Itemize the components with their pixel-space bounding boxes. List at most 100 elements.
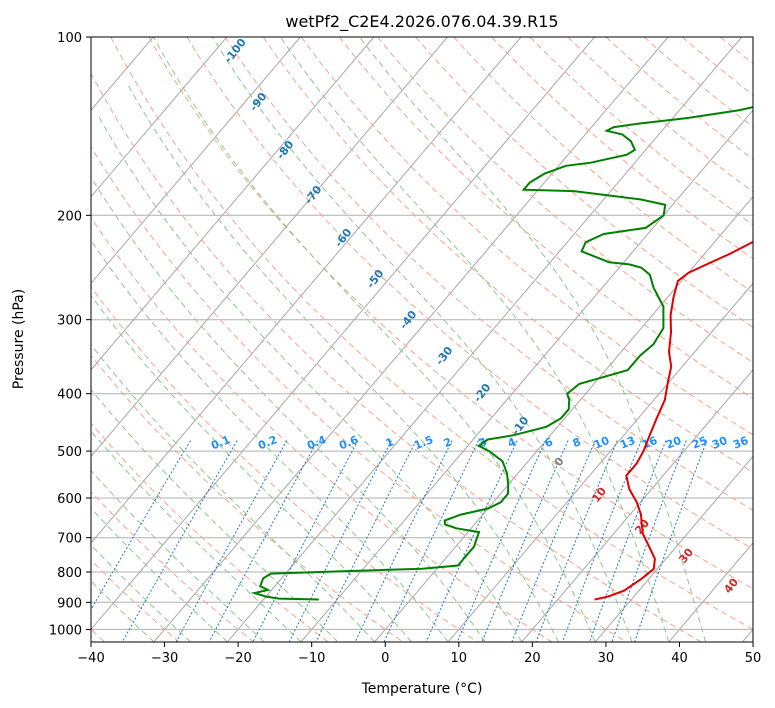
isotherm-line: [91, 37, 448, 458]
mixing-ratio-line: [535, 440, 618, 642]
y-tick-label: 400: [57, 388, 82, 403]
y-tick-label: 500: [57, 445, 82, 460]
y-tick-label: 700: [57, 532, 82, 547]
moist-adiabat-line: [359, 37, 707, 642]
y-axis-label: Pressure (hPa): [11, 289, 27, 389]
moist-adiabat-line: [153, 37, 596, 642]
mixing-ratio-line: [252, 440, 359, 642]
moist-adiabat-line: [280, 37, 670, 642]
mixing-ratio-label: 1.5: [412, 433, 435, 452]
dry-adiabat-label: 10: [589, 485, 609, 505]
dry-adiabat-line: [491, 37, 753, 259]
moist-adiabat-line: [91, 469, 265, 642]
x-tick-label: 30: [598, 651, 615, 666]
dry-adiabat-label: 30: [676, 546, 696, 566]
dry-adiabat-line: [759, 37, 775, 642]
isotherm-line: [91, 37, 522, 544]
dry-adiabat-label: -100: [222, 36, 249, 66]
x-tick-label: −40: [77, 651, 104, 666]
isotherm-line: [742, 628, 753, 642]
y-tick-label: 900: [57, 596, 82, 611]
isotherm-line: [91, 37, 301, 285]
isotherm-line: [91, 37, 228, 198]
mixing-ratio-label: 10: [592, 434, 611, 452]
x-tick-label: 10: [451, 651, 468, 666]
moist-adiabat-line: [91, 507, 228, 642]
dewpoint-profile-line: [250, 106, 753, 601]
dry-adiabat-line: [567, 37, 753, 193]
x-tick-label: −10: [298, 651, 325, 666]
mixing-ratio-line: [383, 440, 479, 642]
mixing-ratio-label: 4: [506, 435, 518, 450]
moist-adiabat-line: [91, 176, 486, 642]
dry-adiabat-line: [300, 37, 753, 436]
moist-adiabat-line: [91, 388, 339, 642]
dry-adiabat-line: [110, 37, 753, 630]
y-tick-label: 600: [57, 492, 82, 507]
mixing-ratio-label: 20: [664, 434, 683, 452]
mixing-ratio-label: 2: [442, 435, 454, 450]
y-tick-label: 800: [57, 566, 82, 581]
mixing-ratio-line: [425, 440, 518, 642]
dry-adiabat-line: [91, 72, 702, 642]
moist-adiabat-line: [211, 37, 633, 642]
isotherm-line: [374, 196, 753, 642]
mixing-ratio-label: 0.6: [337, 433, 360, 452]
mixing-ratio-label: 1: [384, 435, 396, 450]
x-tick-label: −20: [224, 651, 251, 666]
axes: −40 −30 −20 −10 0 10 20 30 40 5010020030040050060…: [49, 31, 761, 666]
dry-adiabat-line: [91, 145, 627, 642]
dry-adiabat-label: -70: [302, 183, 325, 207]
dry-adiabat-line: [643, 37, 753, 128]
isotherm-line: [447, 282, 753, 642]
dry-adiabat-line: [262, 37, 753, 473]
mixing-ratio-line: [511, 440, 596, 642]
mixing-ratio-line: [481, 440, 569, 642]
dry-adiabat-line: [91, 490, 254, 642]
dry-adiabat-line: [681, 37, 753, 96]
dry-adiabat-line: [224, 37, 753, 511]
dry-adiabat-label: -90: [247, 90, 270, 114]
isotherm-line: [227, 37, 743, 642]
dry-adiabat-line: [91, 354, 404, 642]
x-tick-label: 50: [745, 651, 762, 666]
dry-adiabat-line: [186, 37, 753, 550]
isotherm-line: [0, 37, 6, 642]
moist-adiabat-line: [91, 430, 302, 642]
y-tick-label: 100: [57, 31, 82, 46]
mixing-ratio-label: 25: [690, 434, 709, 452]
dry-adiabat-label: 40: [721, 576, 741, 596]
y-tick-label: 300: [57, 314, 82, 329]
moist-adiabat-line: [91, 343, 375, 642]
dry-adiabat-line: [605, 37, 753, 160]
mixing-ratio-label: 0.4: [305, 433, 328, 452]
dry-adiabat-label: -40: [397, 308, 420, 332]
dry-adiabat-label: -30: [433, 344, 456, 368]
mixing-ratio-line: [589, 440, 667, 642]
temperature-profile-line: [594, 240, 753, 601]
isotherm-line: [521, 369, 753, 642]
mixing-ratio-line: [354, 440, 453, 642]
isotherm-line: [153, 37, 669, 642]
dry-adiabat-line: [339, 37, 753, 399]
dry-adiabat-label: -50: [364, 267, 387, 291]
mixing-ratio-label: 36: [731, 434, 750, 452]
isotherm-line: [91, 37, 595, 631]
mixing-ratio-line: [121, 440, 238, 642]
mixing-ratio-label: 8: [571, 435, 583, 450]
mixing-ratio-label: 0.2: [256, 433, 279, 452]
dry-adiabat-line: [720, 37, 753, 65]
dry-adiabat-label: -80: [274, 138, 297, 162]
x-axis-label: Temperature (°C): [361, 681, 483, 697]
x-tick-label: −30: [151, 651, 178, 666]
isotherm-line: [91, 37, 375, 371]
moist-adiabat-line: [91, 294, 412, 642]
mixing-ratio-label: 13: [618, 434, 637, 452]
mixing-ratio-line: [456, 440, 546, 642]
x-tick-label: 40: [671, 651, 688, 666]
dry-adiabat-label: -20: [471, 381, 494, 405]
dry-adiabat-line: [377, 37, 753, 364]
y-tick-label: 1000: [49, 623, 82, 638]
chart-title: wetPf2_C2E4.2026.076.04.39.R15: [285, 12, 558, 32]
